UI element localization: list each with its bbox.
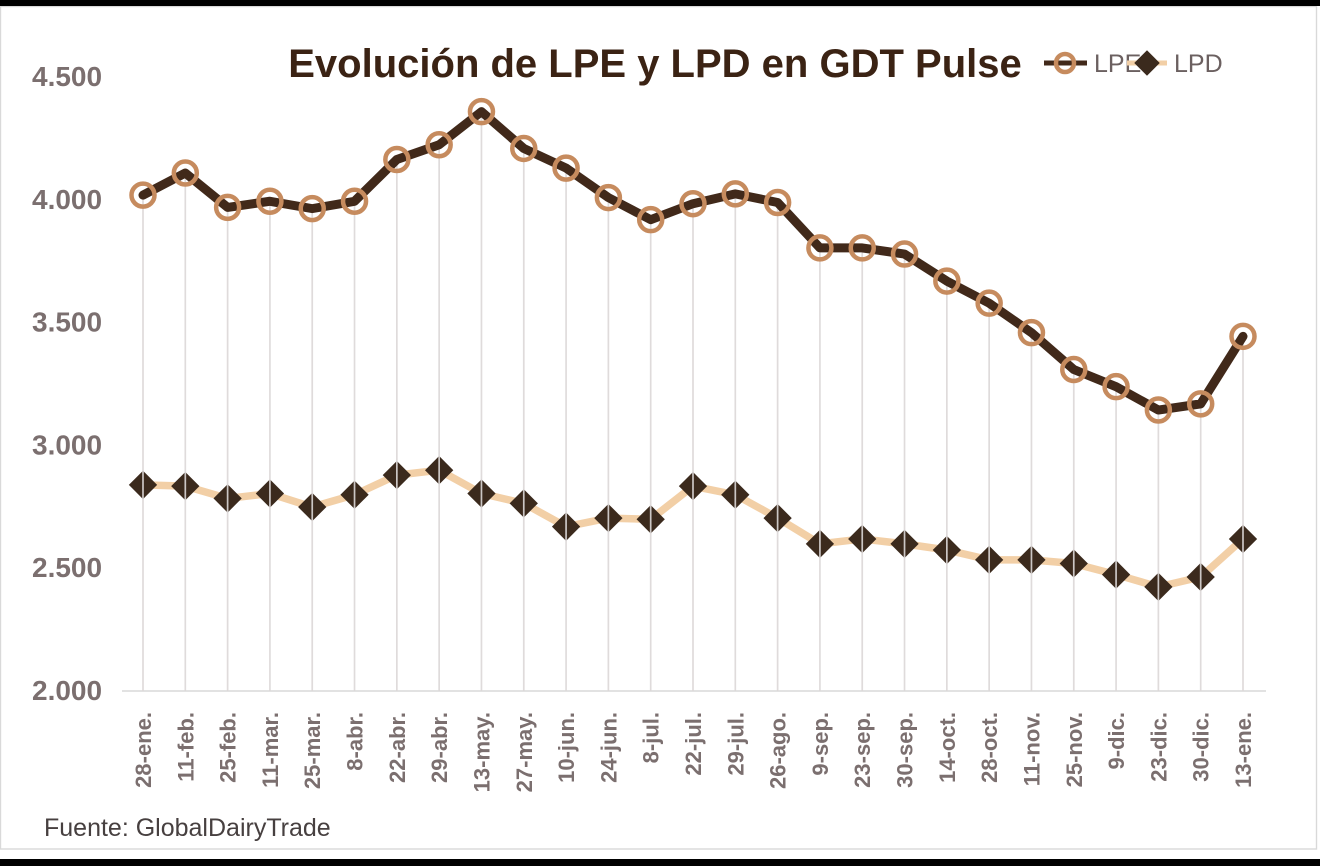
lpe-marker — [806, 234, 834, 262]
x-tick-label: 11-mar. — [258, 712, 283, 788]
lpe-marker — [1102, 372, 1130, 401]
x-tick-label: 24-jun. — [596, 712, 621, 783]
x-tick-label: 25-nov. — [1062, 712, 1087, 787]
lpe-marker — [679, 189, 707, 218]
chart-frame-border — [0, 5, 1318, 850]
y-tick-label: 2.500 — [32, 552, 102, 583]
x-tick-label: 25-feb. — [216, 712, 241, 783]
x-tick-label: 8-abr. — [343, 712, 368, 771]
x-tick-label: 9-dic. — [1104, 712, 1129, 769]
lpe-marker — [467, 97, 496, 126]
x-tick-label: 25-mar. — [300, 712, 325, 789]
x-tick-label: 11-feb. — [173, 712, 198, 782]
lpe-marker — [1060, 355, 1088, 384]
legend: LPE LPD — [1044, 50, 1223, 78]
lpe-marker — [340, 187, 369, 216]
lpe-marker — [1017, 318, 1046, 347]
source-note: Fuente: GlobalDairyTrade — [44, 814, 331, 842]
lpe-marker — [594, 183, 623, 212]
top-border-bar — [0, 0, 1320, 6]
legend-lpd-label: LPD — [1174, 50, 1223, 78]
x-tick-label: 30-dic. — [1189, 712, 1214, 782]
lpe-marker — [1144, 396, 1173, 424]
x-tick-label: 14-oct. — [935, 712, 960, 783]
plot-area — [122, 97, 1266, 692]
lpe-marker — [975, 289, 1003, 317]
x-tick-label: 28-ene. — [131, 712, 156, 788]
x-tick-label: 29-abr. — [427, 712, 452, 783]
lpe-marker — [763, 188, 792, 217]
y-axis: 4.500 4.000 3.500 3.000 2.500 2.000 — [32, 61, 102, 706]
lpe-marker — [890, 240, 919, 268]
lpe-marker — [721, 180, 750, 208]
x-axis: 28-ene. 11-feb. 25-feb. 11-mar. 25-mar. 8-abr… — [131, 712, 1256, 792]
y-tick-label: 2.000 — [32, 675, 102, 706]
x-tick-label: 11-nov. — [1019, 712, 1044, 786]
y-tick-label: 3.000 — [32, 429, 102, 460]
chart-title: Evolución de LPE y LPD en GDT Pulse — [288, 42, 1021, 86]
x-tick-label: 22-abr. — [385, 712, 410, 783]
x-tick-label: 8-jul. — [639, 712, 664, 763]
bottom-border-bar — [0, 859, 1320, 866]
lpe-marker — [636, 205, 665, 234]
x-tick-label: 13-may. — [469, 712, 494, 792]
x-tick-label: 13-ene. — [1231, 712, 1256, 788]
x-tick-label: 23-sep. — [850, 712, 875, 788]
lpe-line — [138, 107, 1248, 415]
y-tick-label: 4.000 — [32, 184, 102, 215]
x-tick-label: 23-dic. — [1146, 712, 1171, 782]
x-tick-label: 30-sep. — [893, 712, 918, 788]
lpe-marker — [425, 131, 453, 159]
lpe-marker — [552, 154, 580, 182]
y-tick-label: 4.500 — [32, 61, 102, 92]
y-tick-label: 3.500 — [32, 307, 102, 338]
lpe-marker — [848, 234, 876, 262]
x-tick-label: 22-jul. — [681, 712, 706, 776]
x-tick-label: 10-jun. — [554, 712, 579, 783]
x-tick-label: 29-jul. — [723, 712, 748, 776]
x-tick-label: 28-oct. — [977, 712, 1002, 783]
x-tick-label: 27-may. — [512, 712, 537, 792]
lpe-marker — [933, 267, 961, 295]
lpe-marker — [298, 194, 326, 223]
lpe-marker — [171, 159, 200, 187]
lpe-marker — [213, 193, 242, 222]
lpe-marker — [129, 181, 157, 209]
lpe-marker — [510, 134, 538, 163]
lpe-marker — [1186, 390, 1215, 418]
lpe-marker — [383, 145, 411, 174]
legend-lpe-marker-icon — [1053, 51, 1077, 75]
lpe-marker — [256, 187, 284, 216]
lpe-marker — [1229, 322, 1257, 351]
x-tick-label: 9-sep. — [808, 712, 833, 776]
x-tick-label: 26-ago. — [766, 712, 791, 789]
